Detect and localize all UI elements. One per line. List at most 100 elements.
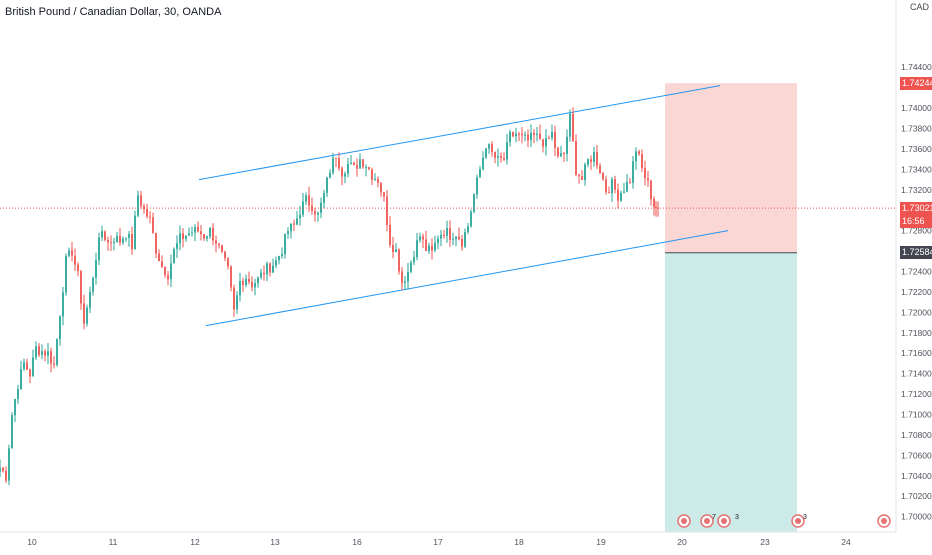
current-price-label[interactable]: 1.73021 (900, 201, 932, 215)
candle-body (182, 233, 184, 239)
candle-body (377, 178, 379, 183)
candle-body (518, 133, 520, 135)
candle-body (155, 232, 157, 254)
candle-body (452, 239, 454, 241)
candle-body (227, 258, 229, 267)
candle-body (596, 151, 598, 166)
candle-body (551, 131, 553, 139)
candle-body (560, 153, 562, 157)
candle-body (569, 113, 571, 137)
candle-body (359, 159, 361, 169)
candle-body (635, 151, 637, 162)
channel-lower-line (205, 230, 729, 327)
flag-icon (881, 518, 887, 524)
price-tick-label: 1.74000 (901, 103, 932, 113)
candle-body (146, 208, 148, 217)
candle-body (44, 351, 46, 356)
flag-icon (721, 518, 727, 524)
candle-body (557, 147, 559, 157)
candle-body (32, 357, 34, 377)
candle-body (239, 281, 241, 296)
candle-body (425, 239, 427, 252)
candle-body (176, 243, 178, 249)
candle-body (266, 263, 268, 275)
price-tick-label: 1.70200 (901, 491, 932, 501)
candle-body (92, 277, 94, 292)
candle-body (527, 134, 529, 141)
candle-body (2, 467, 4, 471)
candle-body (86, 307, 88, 324)
candle-body (494, 152, 496, 158)
price-tick-label: 1.73800 (901, 124, 932, 134)
candle-body (353, 162, 355, 166)
candle-body (191, 232, 193, 234)
candle-body (386, 196, 388, 225)
candle-body (194, 227, 196, 233)
candle-body (650, 180, 652, 199)
candle-body (248, 278, 250, 282)
candle-body (365, 166, 367, 168)
candle-body (101, 231, 103, 238)
candle-body (617, 189, 619, 201)
candle-body (479, 169, 481, 178)
time-tick-label: 20 (677, 537, 687, 547)
candle-body (230, 266, 232, 288)
candle-body (209, 227, 211, 237)
candle-body (185, 235, 187, 239)
candle-body (275, 260, 277, 266)
candle-body (122, 238, 124, 243)
candle-body (488, 144, 490, 149)
candle-body (236, 295, 238, 310)
time-tick-label: 12 (190, 537, 200, 547)
time-tick-label: 18 (514, 537, 524, 547)
candle-body (179, 233, 181, 244)
bar-countdown-label: 16:56 (900, 215, 932, 229)
candle-body (113, 242, 115, 244)
candle-body (407, 271, 409, 282)
candle-body (500, 156, 502, 159)
event-count-badge: 7 (712, 514, 716, 521)
candle-body (503, 158, 505, 160)
candle-body (164, 267, 166, 276)
candle-body (272, 265, 274, 273)
price-tick-label: 1.71600 (901, 348, 932, 358)
candle-body (77, 264, 79, 272)
candle-body (542, 139, 544, 147)
candle-body (293, 223, 295, 225)
candle-body (428, 245, 430, 252)
candle-body (470, 211, 472, 227)
candle-body (344, 173, 346, 177)
entry-price-label[interactable]: 1.72584 (900, 246, 932, 260)
candle-body (653, 198, 655, 208)
candle-body (29, 369, 31, 377)
stop-price-label[interactable]: 1.74244 (900, 76, 932, 90)
event-count-badge: 3 (735, 514, 739, 521)
candle-body (419, 236, 421, 241)
candle-body (545, 138, 547, 147)
candle-body (269, 263, 271, 273)
candle-body (59, 316, 61, 340)
flag-icon (704, 518, 710, 524)
candle-body (158, 253, 160, 262)
candle-body (605, 179, 607, 193)
time-tick-label: 16 (352, 537, 362, 547)
candle-body (290, 223, 292, 232)
candle-body (68, 250, 70, 256)
candle-body (71, 250, 73, 256)
candle-body (167, 275, 169, 280)
candle-body (629, 181, 631, 183)
candle-body (104, 231, 106, 241)
candle-body (80, 271, 82, 304)
candle-body (119, 236, 121, 243)
candle-body (602, 173, 604, 180)
time-tick-label: 11 (109, 537, 118, 547)
candle-body (197, 227, 199, 232)
price-tick-label: 1.72200 (901, 287, 932, 297)
candle-body (89, 291, 91, 308)
candle-body (260, 272, 262, 278)
candle-body (655, 207, 657, 209)
time-tick-label: 24 (841, 537, 851, 547)
candle-body (461, 239, 463, 247)
